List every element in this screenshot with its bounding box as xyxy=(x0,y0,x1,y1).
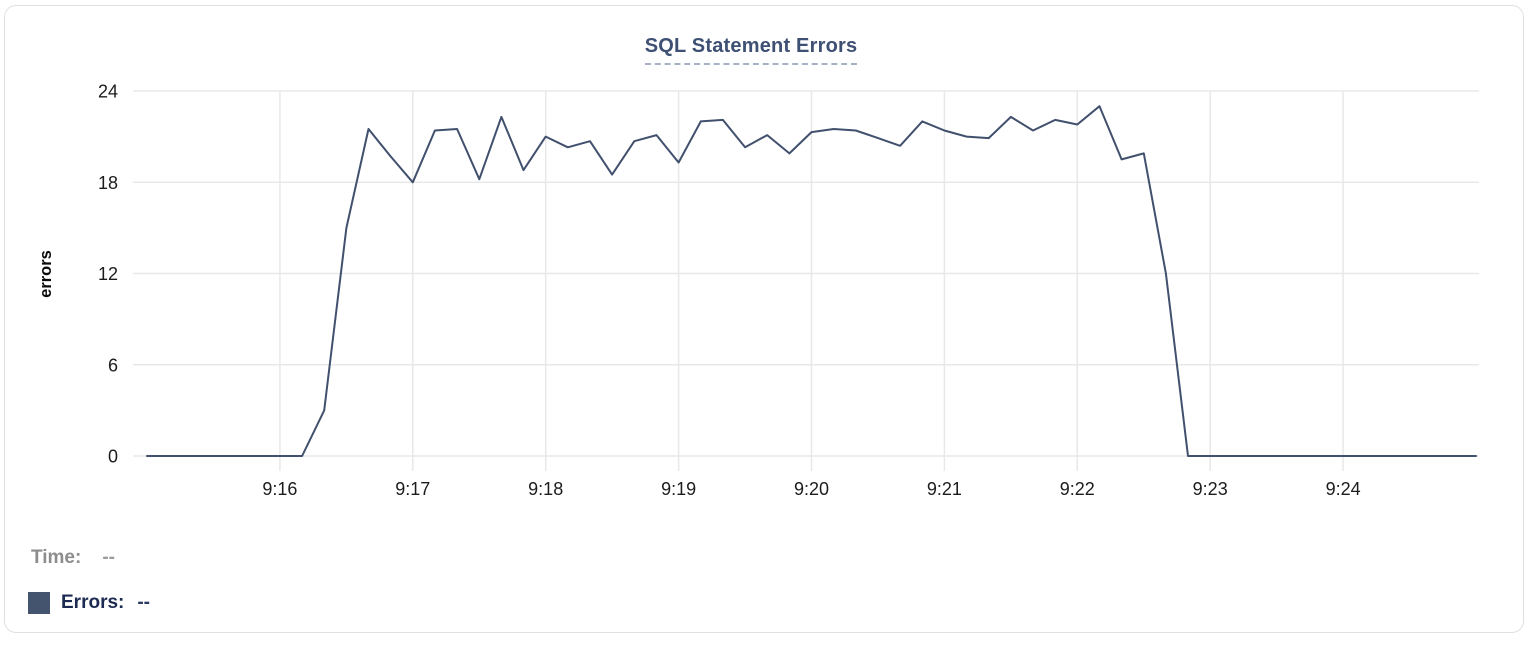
chart-card: SQL Statement Errors 0 6 12 18 24 9:16 9:17 9:1… xyxy=(4,5,1524,633)
legend-errors-row: Errors: -- xyxy=(28,592,150,614)
y-axis-title: errors xyxy=(37,250,55,298)
y-tick-label: 12 xyxy=(98,264,118,284)
y-tick-label: 6 xyxy=(108,355,118,375)
x-tick-label: 9:21 xyxy=(927,479,962,499)
chart-title: SQL Statement Errors xyxy=(644,35,858,65)
series-line-errors xyxy=(146,105,1477,457)
x-tick-label: 9:22 xyxy=(1060,479,1095,499)
x-tick-label: 9:18 xyxy=(528,479,563,499)
x-tick-label: 9:16 xyxy=(262,479,297,499)
x-tick-label: 9:17 xyxy=(395,479,430,499)
errors-line-chart[interactable]: 0 6 12 18 24 9:16 9:17 9:18 9:19 9:20 9:21 9:22 9:23… xyxy=(5,6,1528,526)
x-tick-label: 9:19 xyxy=(661,479,696,499)
tooltip-time-row: Time: -- xyxy=(31,547,115,569)
y-tick-label: 18 xyxy=(98,173,118,193)
x-tick-label: 9:24 xyxy=(1326,479,1361,499)
y-tick-label: 24 xyxy=(98,82,118,102)
y-tick-label: 0 xyxy=(108,447,118,467)
tooltip-time-value: -- xyxy=(102,547,115,568)
x-tick-label: 9:20 xyxy=(794,479,829,499)
chart-header: SQL Statement Errors xyxy=(5,35,1497,65)
x-tick-label: 9:23 xyxy=(1193,479,1228,499)
errors-series-swatch xyxy=(28,592,50,614)
tooltip-errors-value: -- xyxy=(137,592,151,613)
tooltip-time-label: Time: xyxy=(31,547,82,568)
tooltip-errors-label: Errors: xyxy=(61,592,125,613)
